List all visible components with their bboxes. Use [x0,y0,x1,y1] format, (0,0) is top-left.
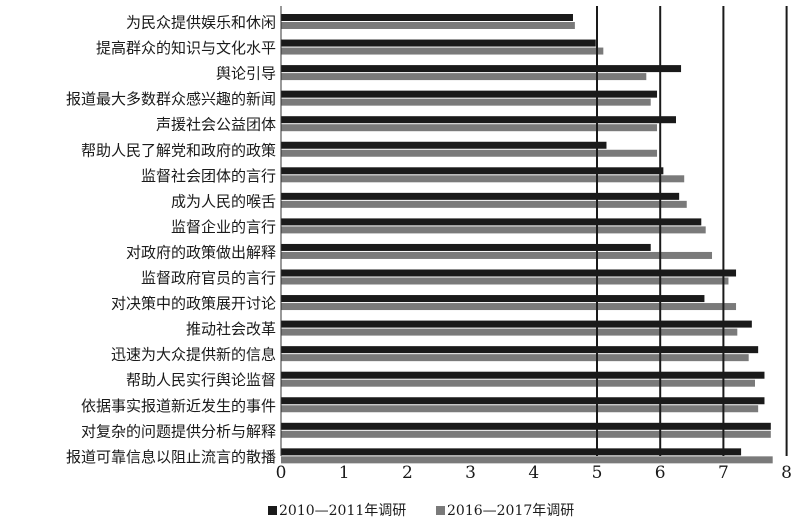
category-label: 报道可靠信息以阻止流言的散播 [66,448,276,466]
bar-series-1 [281,218,702,226]
bar-series-1 [281,371,765,379]
bar-series-1 [281,346,759,354]
bar-series-1 [281,167,664,175]
gridlines [280,6,788,456]
bar-series-1 [281,14,573,21]
category-label: 成为人民的喉舌 [171,192,276,210]
category-label: 为民众提供娱乐和休闲 [126,14,276,32]
bar-series-2 [281,175,685,183]
bar-series-2 [281,73,647,81]
category-label: 迅速为大众提供新的信息 [111,346,276,364]
bar-series-2 [281,328,738,336]
category-label: 对决策中的政策展开讨论 [111,295,276,313]
category-label: 帮助人民了解党和政府的政策 [81,141,276,159]
x-tick-label: 0 [276,463,287,483]
x-tick-label: 4 [528,463,539,483]
x-tick-label: 1 [339,463,350,483]
category-label: 报道最大多数群众感兴趣的新闻 [66,90,276,108]
bar-series-2 [281,200,687,208]
x-tick-label: 7 [718,463,729,483]
bar-series-2 [281,303,737,311]
legend-label-series-2: 2016—2017年调研 [447,503,574,519]
category-label: 监督企业的言行 [171,218,276,236]
bar-series-2 [281,456,773,464]
bar-series-2 [281,124,658,132]
bar-series-2 [281,149,658,157]
bar-series-2 [281,277,729,285]
category-label: 监督社会团体的言行 [141,167,276,185]
bar-series-1 [281,448,742,456]
x-tick-label: 3 [465,463,476,483]
bar-series-1 [281,295,705,303]
bar-series-2 [281,98,651,106]
x-tick-label: 5 [592,463,603,483]
bar-series-2 [281,251,713,259]
category-label: 依据事实报道新近发生的事件 [81,397,276,415]
legend: 2010—2011年调研 2016—2017年调研 [268,503,574,519]
bar-series-2 [281,226,706,234]
bar-series-1 [281,397,765,405]
category-label: 帮助人民实行舆论监督 [126,371,276,389]
category-label: 声援社会公益团体 [156,116,276,134]
category-label: 提高群众的知识与文化水平 [96,39,276,57]
bar-series-1 [281,269,737,277]
bar-series-1 [281,141,607,149]
category-label: 推动社会改革 [186,320,276,338]
bar-series-2 [281,379,755,387]
bar-series-2 [281,354,749,362]
category-label: 监督政府官员的言行 [141,269,276,287]
x-tick-label: 6 [655,463,666,483]
bar-series-1 [281,192,680,200]
category-label: 舆论引导 [216,65,276,83]
bar-series-1 [281,422,771,430]
bar-series-2 [281,430,771,438]
category-labels: 为民众提供娱乐和休闲提高群众的知识与文化水平舆论引导报道最大多数群众感兴趣的新闻… [66,14,276,466]
category-label: 对复杂的问题提供分析与解释 [81,422,276,440]
x-tick-label: 2 [402,463,413,483]
legend-swatch-series-1 [268,506,277,515]
x-tick-label: 8 [781,463,792,483]
legend-swatch-series-2 [436,506,445,515]
bar-series-1 [281,39,596,47]
bar-series-1 [281,90,658,98]
bars [281,14,773,464]
category-label: 对政府的政策做出解释 [126,243,276,261]
bar-series-2 [281,47,604,55]
x-tick-labels: 0 1 2 3 4 5 6 7 8 [276,463,792,483]
bar-series-1 [281,65,682,73]
legend-label-series-1: 2010—2011年调研 [279,503,406,519]
bar-series-1 [281,320,752,328]
bar-series-1 [281,243,651,251]
bar-series-1 [281,116,676,124]
bar-series-2 [281,22,575,29]
bar-series-2 [281,405,759,413]
